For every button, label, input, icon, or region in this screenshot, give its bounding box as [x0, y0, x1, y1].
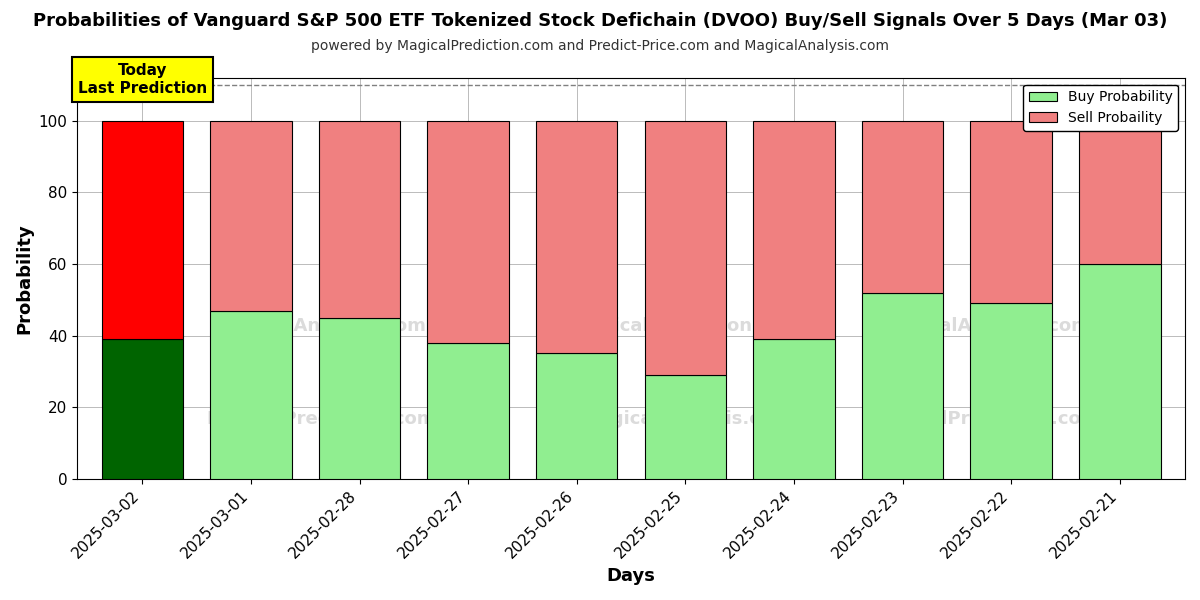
Text: powered by MagicalPrediction.com and Predict-Price.com and MagicalAnalysis.com: powered by MagicalPrediction.com and Pre… [311, 39, 889, 53]
Bar [644, 121, 726, 375]
Bar [971, 121, 1052, 304]
Bar [971, 304, 1052, 479]
Bar [644, 375, 726, 479]
Text: Probabilities of Vanguard S&P 500 ETF Tokenized Stock Defichain (DVOO) Buy/Sell : Probabilities of Vanguard S&P 500 ETF To… [32, 12, 1168, 30]
Bar [319, 317, 401, 479]
Bar [427, 343, 509, 479]
Bar [427, 121, 509, 343]
Bar [1079, 121, 1160, 264]
Text: MagicalPrediction.com: MagicalPrediction.com [571, 317, 802, 335]
Text: MagicalPrediction.com: MagicalPrediction.com [206, 410, 436, 428]
Bar [536, 353, 618, 479]
Bar [862, 121, 943, 293]
Legend: Buy Probability, Sell Probaility: Buy Probability, Sell Probaility [1024, 85, 1178, 131]
Bar [102, 121, 184, 339]
Text: MagicalPrediction.com: MagicalPrediction.com [871, 410, 1100, 428]
Bar [102, 339, 184, 479]
Text: MagicalAnalysis.com: MagicalAnalysis.com [881, 317, 1091, 335]
Bar [319, 121, 401, 317]
Y-axis label: Probability: Probability [14, 223, 32, 334]
Bar [1079, 264, 1160, 479]
Bar [862, 293, 943, 479]
Bar [210, 121, 292, 311]
Bar [754, 121, 835, 339]
Bar [754, 339, 835, 479]
Text: MagicalAnalysis.com: MagicalAnalysis.com [582, 410, 792, 428]
Text: Today
Last Prediction: Today Last Prediction [78, 63, 206, 95]
Bar [210, 311, 292, 479]
X-axis label: Days: Days [607, 567, 655, 585]
Bar [536, 121, 618, 353]
Text: MagicalAnalysis.com: MagicalAnalysis.com [216, 317, 426, 335]
